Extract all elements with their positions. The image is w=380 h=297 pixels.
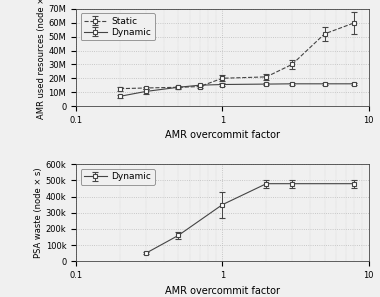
X-axis label: AMR overcommit factor: AMR overcommit factor <box>165 130 280 140</box>
X-axis label: AMR overcommit factor: AMR overcommit factor <box>165 286 280 296</box>
Legend: Dynamic: Dynamic <box>81 169 155 185</box>
Y-axis label: PSA waste (node × s): PSA waste (node × s) <box>34 168 43 258</box>
Legend: Static, Dynamic: Static, Dynamic <box>81 13 155 40</box>
Y-axis label: AMR used resources (node ×: AMR used resources (node × <box>36 0 46 119</box>
